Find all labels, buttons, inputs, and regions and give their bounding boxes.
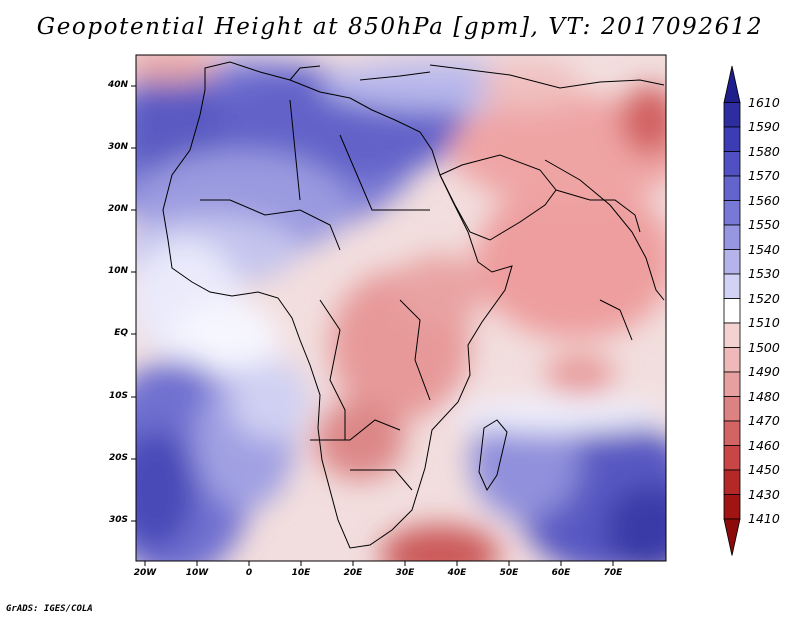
- colorbar-swatch: [723, 518, 741, 556]
- colorbar-swatch: [723, 273, 741, 299]
- lat-label: 10N: [107, 266, 128, 276]
- colorbar-swatch: [723, 151, 741, 177]
- lon-label: 70E: [603, 568, 623, 578]
- lat-label: EQ: [114, 328, 128, 338]
- lon-label: 30E: [395, 568, 415, 578]
- colorbar-swatch: [723, 371, 741, 397]
- lon-label: 10E: [291, 568, 311, 578]
- map-frame: [135, 54, 667, 562]
- colorbar-label: 1500: [748, 339, 780, 355]
- colorbar-swatch: [723, 65, 741, 103]
- colorbar-swatch: [723, 298, 741, 324]
- colorbar-swatch: [723, 420, 741, 446]
- chart-title: Geopotential Height at 850hPa [gpm], VT:…: [36, 14, 764, 40]
- colorbar-swatch: [723, 175, 741, 201]
- colorbar-label: 1570: [748, 168, 780, 183]
- lon-label: 20W: [133, 568, 157, 578]
- colorbar-swatch: [723, 347, 741, 373]
- colorbar-swatch: [723, 224, 741, 250]
- colorbar-swatch: [723, 494, 741, 520]
- colorbar-swatch: [723, 322, 741, 348]
- colorbar-label: 1540: [748, 241, 780, 257]
- colorbar-swatch: [723, 200, 741, 226]
- coastlines: [162, 61, 665, 549]
- colorbar-label: 1590: [748, 119, 780, 134]
- colorbar-label: 1410: [748, 511, 780, 526]
- colorbar-label: 1430: [748, 486, 780, 502]
- colorbar-label: 1480: [748, 388, 780, 404]
- axis-ticks: [131, 85, 614, 566]
- lon-label: 40E: [447, 568, 467, 578]
- colorbar-label: 1560: [748, 192, 780, 208]
- colorbar: [723, 65, 741, 556]
- colorbar-label: 1470: [748, 413, 780, 428]
- lon-label: 20E: [343, 568, 363, 578]
- lon-label: 0: [245, 568, 253, 578]
- colorbar-label: 1510: [748, 315, 780, 330]
- colorbar-label: 1530: [748, 266, 780, 281]
- colorbar-swatch: [723, 249, 741, 275]
- height-field: [136, 55, 666, 561]
- colorbar-label: 1490: [748, 364, 780, 379]
- colorbar-label: 1450: [748, 462, 780, 477]
- lat-label: 30S: [108, 515, 128, 525]
- colorbar-label: 1520: [748, 290, 780, 306]
- lat-label: 30N: [107, 142, 128, 152]
- lat-label: 40N: [107, 80, 128, 90]
- lon-label: 60E: [551, 568, 571, 578]
- lat-label: 20N: [107, 204, 128, 214]
- colorbar-label: 1580: [748, 143, 780, 159]
- colorbar-label: 1460: [748, 437, 780, 453]
- grads-credit: GrADS: IGES/COLA: [6, 604, 93, 614]
- colorbar-swatch: [723, 469, 741, 495]
- colorbar-swatch: [723, 126, 741, 152]
- colorbar-swatch: [723, 396, 741, 422]
- colorbar-label: 1550: [748, 217, 780, 232]
- lat-label: 10S: [108, 391, 128, 401]
- colorbar-swatch: [723, 445, 741, 471]
- lon-label: 50E: [499, 568, 519, 578]
- colorbar-swatch: [723, 102, 741, 128]
- colorbar-label: 1610: [748, 94, 780, 110]
- lat-label: 20S: [108, 453, 128, 463]
- lon-label: 10W: [185, 568, 209, 578]
